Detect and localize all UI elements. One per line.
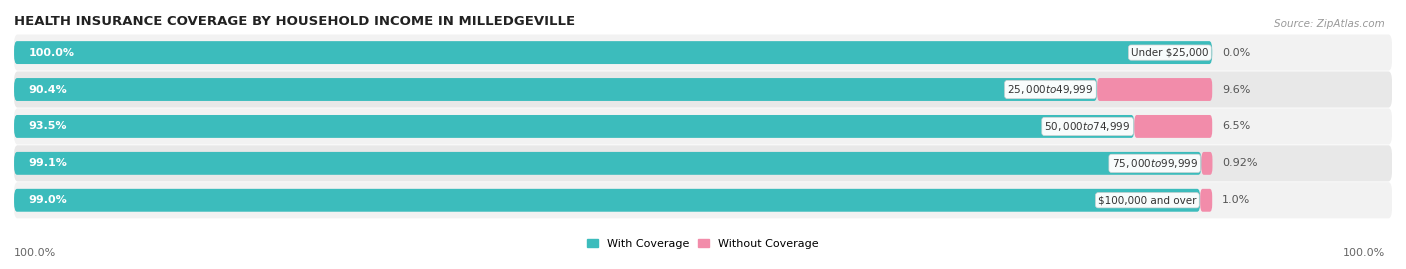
Text: 0.0%: 0.0%	[1222, 48, 1250, 58]
FancyBboxPatch shape	[14, 78, 1097, 101]
FancyBboxPatch shape	[14, 152, 1202, 175]
FancyBboxPatch shape	[14, 189, 1201, 212]
FancyBboxPatch shape	[14, 145, 1392, 182]
Text: 1.0%: 1.0%	[1222, 195, 1250, 205]
FancyBboxPatch shape	[1097, 78, 1212, 101]
Text: 100.0%: 100.0%	[1343, 248, 1385, 258]
Legend: With Coverage, Without Coverage: With Coverage, Without Coverage	[588, 239, 818, 249]
FancyBboxPatch shape	[1201, 189, 1212, 212]
FancyBboxPatch shape	[1135, 115, 1212, 138]
Text: 90.4%: 90.4%	[28, 84, 67, 94]
Text: $50,000 to $74,999: $50,000 to $74,999	[1045, 120, 1130, 133]
Text: 9.6%: 9.6%	[1222, 84, 1250, 94]
FancyBboxPatch shape	[14, 71, 1392, 108]
Text: 6.5%: 6.5%	[1222, 121, 1250, 132]
Text: $25,000 to $49,999: $25,000 to $49,999	[1007, 83, 1094, 96]
FancyBboxPatch shape	[14, 108, 1392, 144]
Text: 93.5%: 93.5%	[28, 121, 67, 132]
FancyBboxPatch shape	[14, 41, 1212, 64]
FancyBboxPatch shape	[14, 115, 1135, 138]
FancyBboxPatch shape	[14, 34, 1392, 71]
Text: 100.0%: 100.0%	[28, 48, 75, 58]
Text: Under $25,000: Under $25,000	[1130, 48, 1209, 58]
Text: 99.0%: 99.0%	[28, 195, 67, 205]
Text: HEALTH INSURANCE COVERAGE BY HOUSEHOLD INCOME IN MILLEDGEVILLE: HEALTH INSURANCE COVERAGE BY HOUSEHOLD I…	[14, 15, 575, 28]
Text: 100.0%: 100.0%	[14, 248, 56, 258]
Text: $100,000 and over: $100,000 and over	[1098, 195, 1197, 205]
FancyBboxPatch shape	[14, 182, 1392, 218]
Text: Source: ZipAtlas.com: Source: ZipAtlas.com	[1274, 19, 1385, 29]
Text: 99.1%: 99.1%	[28, 158, 67, 168]
FancyBboxPatch shape	[1202, 152, 1212, 175]
Text: 0.92%: 0.92%	[1222, 158, 1257, 168]
Text: $75,000 to $99,999: $75,000 to $99,999	[1112, 157, 1198, 170]
